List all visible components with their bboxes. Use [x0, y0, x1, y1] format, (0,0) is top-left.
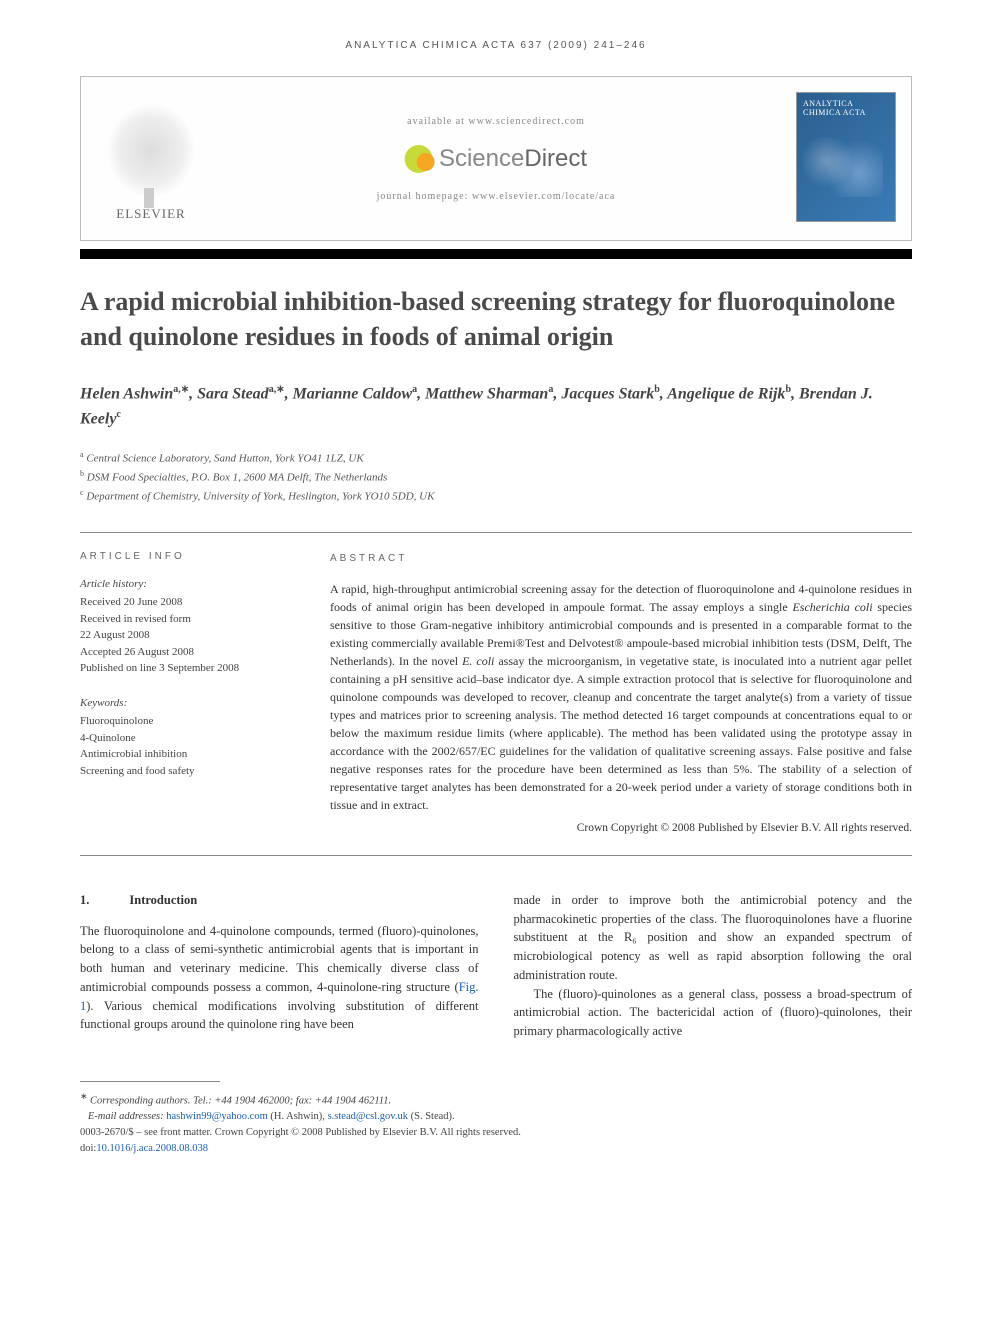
article-info-label: ARTICLE INFO [80, 551, 290, 562]
divider [80, 532, 912, 533]
keywords-block: Keywords: Fluoroquinolone 4-Quinolone An… [80, 695, 290, 780]
email-link[interactable]: s.stead@csl.gov.uk [328, 1111, 408, 1122]
affiliation-b: b DSM Food Specialties, P.O. Box 1, 2600… [80, 468, 912, 487]
journal-cover-title: ANALYTICA CHIMICA ACTA [803, 99, 889, 117]
section-heading: 1. Introduction [80, 891, 479, 910]
keyword: Fluoroquinolone [80, 713, 290, 730]
elsevier-tree-icon [106, 103, 196, 198]
email-link[interactable]: hashwin99@yahoo.com [166, 1111, 268, 1122]
history-line: 22 August 2008 [80, 627, 290, 644]
section-number: 1. [80, 891, 89, 910]
history-line: Received in revised form [80, 611, 290, 628]
author-list: Helen Ashwina,∗, Sara Steada,∗, Marianne… [80, 382, 912, 431]
sciencedirect-block: available at www.sciencedirect.com Scien… [377, 116, 616, 202]
issn-copyright: 0003-2670/$ – see front matter. Crown Co… [80, 1125, 912, 1141]
info-abstract-row: ARTICLE INFO Article history: Received 2… [80, 551, 912, 837]
history-line: Accepted 26 August 2008 [80, 644, 290, 661]
sciencedirect-name: ScienceDirect [439, 145, 587, 173]
keyword: Antimicrobial inhibition [80, 746, 290, 763]
doi-line: doi:10.1016/j.aca.2008.08.038 [80, 1141, 912, 1157]
footnotes: ∗ Corresponding authors. Tel.: +44 1904 … [80, 1090, 912, 1157]
sciencedirect-logo: ScienceDirect [377, 145, 616, 173]
body-paragraph: made in order to improve both the antimi… [514, 891, 913, 985]
journal-cover-thumbnail: ANALYTICA CHIMICA ACTA [796, 92, 896, 222]
history-line: Received 20 June 2008 [80, 594, 290, 611]
affiliation-a: a Central Science Laboratory, Sand Hutto… [80, 449, 912, 468]
journal-cover-art [803, 137, 883, 197]
running-head: ANALYTICA CHIMICA ACTA 637 (2009) 241–24… [80, 40, 912, 51]
section-title: Introduction [129, 891, 197, 910]
keyword: Screening and food safety [80, 763, 290, 780]
body-paragraph: The fluoroquinolone and 4-quinolone comp… [80, 922, 479, 1035]
divider [80, 855, 912, 856]
elsevier-logo: ELSEVIER [96, 92, 206, 222]
corresponding-author-note: ∗ Corresponding authors. Tel.: +44 1904 … [80, 1090, 912, 1109]
article-info-column: ARTICLE INFO Article history: Received 2… [80, 551, 290, 837]
sd-bubble-icon [417, 153, 435, 171]
journal-homepage-text: journal homepage: www.elsevier.com/locat… [377, 191, 616, 202]
keywords-heading: Keywords: [80, 695, 290, 712]
history-heading: Article history: [80, 576, 290, 593]
abstract-column: ABSTRACT A rapid, high-throughput antimi… [330, 551, 912, 837]
body-text: 1. Introduction The fluoroquinolone and … [80, 891, 912, 1041]
keyword: 4-Quinolone [80, 730, 290, 747]
abstract-copyright: Crown Copyright © 2008 Published by Else… [330, 820, 912, 837]
history-line: Published on line 3 September 2008 [80, 660, 290, 677]
doi-link[interactable]: 10.1016/j.aca.2008.08.038 [96, 1143, 208, 1154]
abstract-text: A rapid, high-throughput antimicrobial s… [330, 580, 912, 814]
body-paragraph: The (fluoro)-quinolones as a general cla… [514, 985, 913, 1041]
publisher-header: ELSEVIER available at www.sciencedirect.… [80, 76, 912, 241]
email-addresses: E-mail addresses: hashwin99@yahoo.com (H… [80, 1109, 912, 1125]
footnote-separator [80, 1081, 220, 1082]
abstract-label: ABSTRACT [330, 551, 912, 566]
divider-bar [80, 249, 912, 259]
available-at-text: available at www.sciencedirect.com [377, 116, 616, 127]
affiliation-c: c Department of Chemistry, University of… [80, 487, 912, 506]
article-history: Article history: Received 20 June 2008 R… [80, 576, 290, 677]
article-title: A rapid microbial inhibition-based scree… [80, 284, 912, 354]
elsevier-text: ELSEVIER [116, 206, 185, 222]
affiliations: a Central Science Laboratory, Sand Hutto… [80, 449, 912, 507]
